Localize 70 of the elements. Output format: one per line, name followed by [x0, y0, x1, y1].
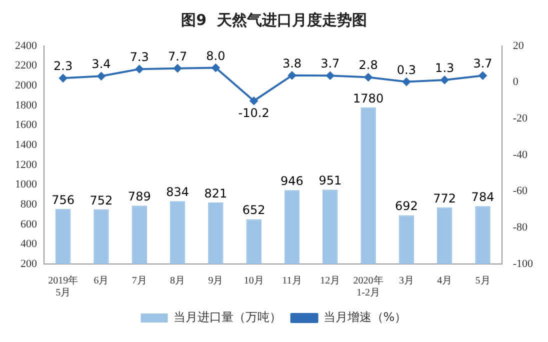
- data-label: 2.8: [358, 58, 378, 72]
- data-label: 752: [90, 193, 113, 208]
- y-tick-label: 600: [20, 218, 38, 230]
- legend-label: 当月进口量（万吨）: [173, 310, 282, 324]
- point: [250, 96, 258, 105]
- x-tick-label: 11月: [282, 276, 302, 287]
- data-label: 2.3: [54, 59, 73, 74]
- x-tick-label: 2020年 1-2月: [353, 274, 384, 299]
- data-label: 3.7: [320, 56, 340, 71]
- data-label: 946: [280, 174, 304, 188]
- point: [478, 72, 487, 80]
- point: [288, 71, 296, 80]
- x-tick-label: 10月: [244, 276, 264, 287]
- data-label: 3.7: [473, 56, 492, 71]
- data-label: 821: [204, 186, 228, 200]
- y-tick-label: 1800: [15, 99, 38, 112]
- point: [402, 78, 410, 86]
- y-tick-label: 400: [20, 238, 38, 250]
- chart-title: 图9 天然气进口月度走势图: [181, 10, 367, 29]
- y-tick-label: 2200: [15, 60, 38, 72]
- x-tick-label: 9月: [208, 276, 224, 287]
- point: [59, 74, 68, 82]
- data-label: 3.4: [92, 57, 111, 72]
- point: [135, 65, 144, 74]
- y-tick-label: 800: [20, 198, 38, 210]
- y2-tick-label: 0: [512, 76, 519, 88]
- data-label: 3.8: [282, 56, 302, 70]
- x-tick-label: 3月: [398, 276, 414, 287]
- data-label: 834: [166, 185, 189, 200]
- x-tick-label: 8月: [170, 276, 186, 287]
- data-label: 951: [318, 174, 342, 188]
- y2-tick-label: -80: [512, 222, 528, 234]
- data-label: 784: [471, 190, 494, 204]
- y-tick-label: 1200: [15, 158, 38, 171]
- data-label: 1780: [353, 91, 384, 106]
- y-tick-label: 1000: [15, 178, 38, 191]
- x-tick-label: 2019年 5月: [48, 274, 78, 299]
- data-label: 7.3: [130, 50, 149, 64]
- y2-tick-label: -40: [512, 148, 528, 161]
- y-tick-label: 2000: [15, 80, 38, 92]
- data-label: 8.0: [206, 48, 226, 63]
- point: [364, 73, 372, 82]
- y2-tick-label: -100: [512, 258, 534, 270]
- y-tick-label: 1600: [15, 119, 38, 132]
- point: [174, 64, 182, 72]
- data-label: 692: [395, 199, 418, 214]
- y-tick-label: 2400: [15, 40, 38, 52]
- legend-label: 当月增速（%）: [323, 310, 407, 324]
- x-tick-label: 7月: [132, 276, 147, 287]
- y-tick-label: 1400: [15, 138, 38, 151]
- data-label: 772: [433, 191, 456, 206]
- data-label: 0.3: [396, 62, 416, 77]
- data-label: 652: [242, 203, 266, 218]
- point: [97, 72, 106, 80]
- data-label: 7.7: [168, 49, 188, 64]
- point: [212, 64, 220, 72]
- y2-tick-label: -20: [512, 112, 528, 125]
- point: [440, 76, 449, 84]
- x-tick-label: 6月: [94, 276, 109, 287]
- x-tick-label: 5月: [475, 276, 490, 287]
- y2-tick-label: 20: [512, 40, 524, 52]
- data-label: 756: [52, 192, 75, 207]
- point: [326, 72, 334, 80]
- data-label: 789: [128, 190, 151, 204]
- data-label: -10.2: [238, 106, 270, 120]
- y-tick-label: 200: [20, 258, 38, 270]
- x-tick-label: 4月: [437, 276, 452, 287]
- x-tick-label: 12月: [320, 276, 340, 287]
- data-label: 1.3: [435, 60, 454, 75]
- y2-tick-label: -60: [512, 185, 528, 198]
